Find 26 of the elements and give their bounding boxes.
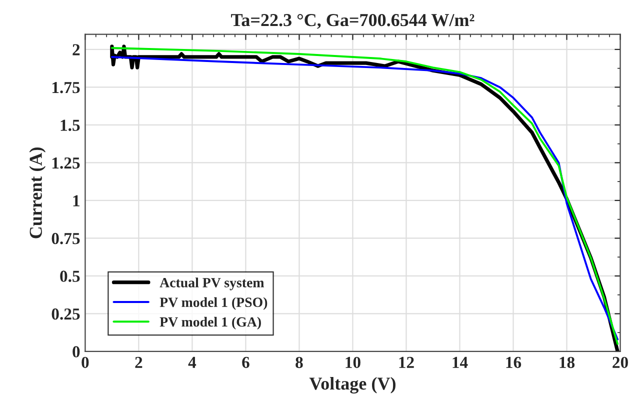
legend-label: PV model 1 (PSO)	[160, 297, 268, 310]
x-tick-label: 20	[612, 356, 628, 368]
y-tick-label: 0.75	[52, 232, 80, 244]
y-tick-label: 0	[72, 346, 80, 358]
y-tick-label: 0.5	[60, 270, 80, 282]
x-tick-label: 8	[296, 356, 303, 368]
x-tick-label: 2	[135, 356, 142, 368]
x-axis-title: Voltage (V)	[309, 377, 396, 394]
x-tick-label: 4	[188, 356, 196, 368]
x-tick-label: 12	[399, 356, 414, 368]
legend-label: PV model 1 (GA)	[160, 316, 261, 330]
y-tick-label: 1.5	[60, 120, 80, 131]
y-axis-title: Current (A)	[29, 147, 46, 238]
chart-title: Ta=22.3 °C, Ga=700.6544 W/m²	[231, 14, 474, 29]
y-tick-label: 1	[73, 195, 80, 206]
y-tick-label: 2	[72, 44, 80, 56]
y-tick-label: 1.25	[52, 157, 80, 169]
y-tick-label: 0.25	[52, 308, 80, 320]
x-tick-label: 16	[506, 356, 522, 368]
x-tick-label: 10	[346, 356, 360, 368]
x-tick-label: 6	[242, 356, 250, 368]
legend-label: Actual PV system	[160, 278, 264, 290]
x-tick-label: 18	[560, 356, 575, 368]
x-tick-label: 14	[452, 356, 468, 368]
x-tick-label: 0	[82, 356, 89, 368]
y-tick-label: 1.75	[52, 82, 80, 94]
